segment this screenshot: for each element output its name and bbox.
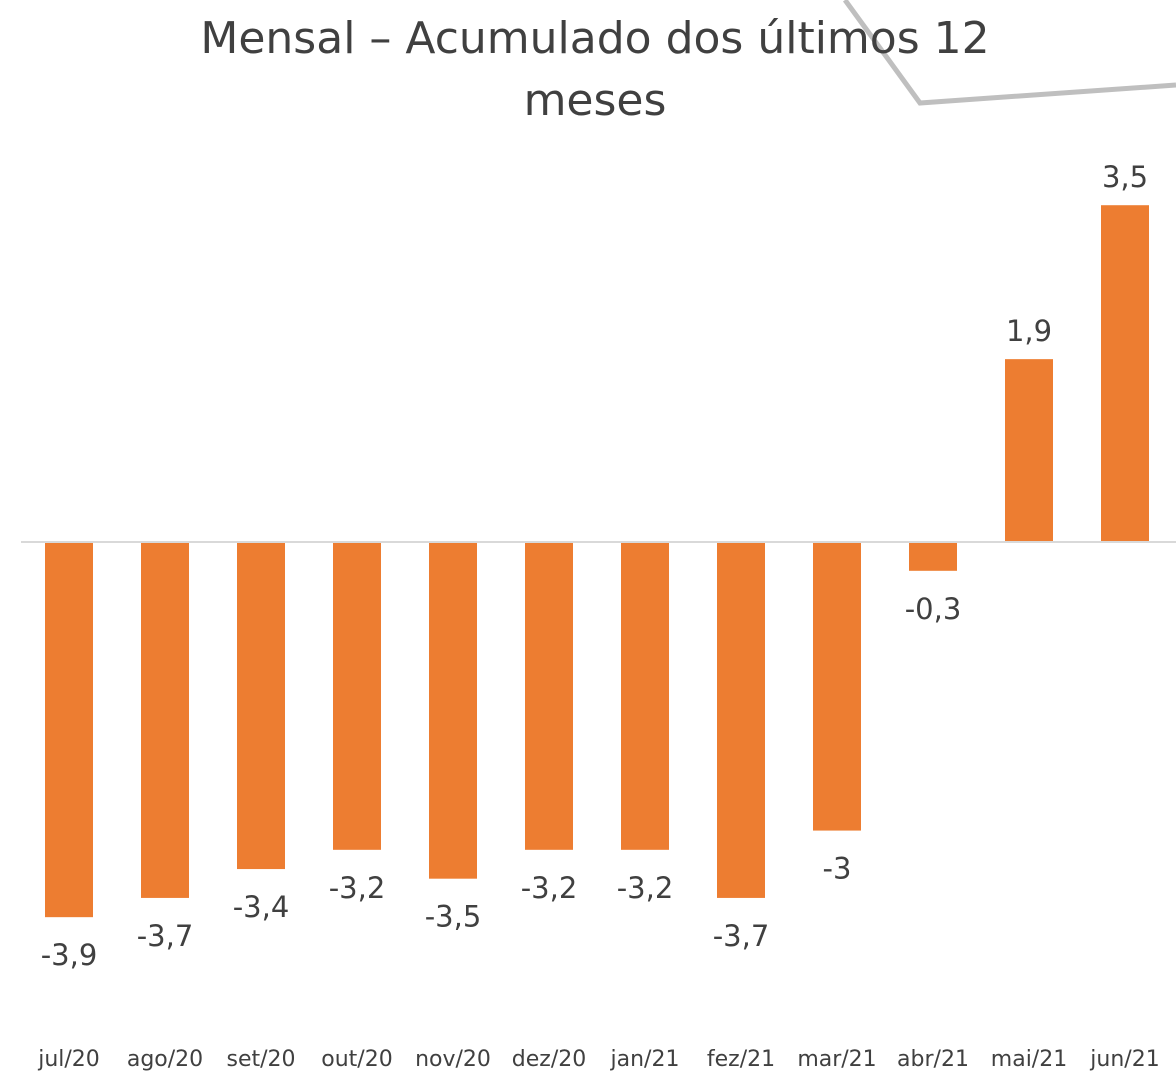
value-label: -3,4	[233, 890, 290, 924]
chart-title: Mensal – Acumulado dos últimos 12 meses	[200, 13, 990, 126]
value-label: -3,2	[617, 871, 674, 905]
x-tick-label: mar/21	[797, 1047, 876, 1071]
x-tick-label: jun/21	[1089, 1047, 1159, 1071]
bar	[429, 541, 477, 879]
x-tick-label: dez/20	[512, 1047, 586, 1071]
x-tick-label: set/20	[226, 1047, 295, 1071]
value-label: -0,3	[905, 592, 962, 626]
bar	[141, 541, 189, 898]
value-label: -3,2	[521, 871, 578, 905]
bar	[909, 541, 957, 571]
value-label: 3,5	[1102, 160, 1148, 194]
value-label: -3,2	[329, 871, 386, 905]
value-label: -3,7	[713, 919, 770, 953]
x-tick-label: jul/20	[37, 1047, 100, 1071]
x-tick-label: ago/20	[127, 1047, 203, 1071]
value-label: -3,5	[425, 900, 482, 934]
value-label: -3,7	[137, 919, 194, 953]
x-tick-label: nov/20	[415, 1047, 491, 1071]
bar	[237, 541, 285, 870]
x-tick-label: abr/21	[897, 1047, 969, 1071]
bar	[621, 541, 669, 850]
bar	[717, 541, 765, 898]
bar	[1005, 359, 1053, 542]
bar	[813, 541, 861, 831]
bar	[333, 541, 381, 850]
x-tick-label: out/20	[321, 1047, 392, 1071]
x-tick-label: jan/21	[610, 1047, 680, 1071]
bar	[45, 541, 93, 918]
decoration	[842, 0, 1176, 106]
x-tick-label: fez/21	[707, 1047, 775, 1071]
bar	[525, 541, 573, 850]
value-label: -3	[823, 852, 852, 886]
x-tick-label: mai/21	[991, 1047, 1067, 1071]
value-label: 1,9	[1006, 314, 1052, 348]
value-label: -3,9	[41, 938, 98, 972]
bar	[1101, 205, 1149, 542]
